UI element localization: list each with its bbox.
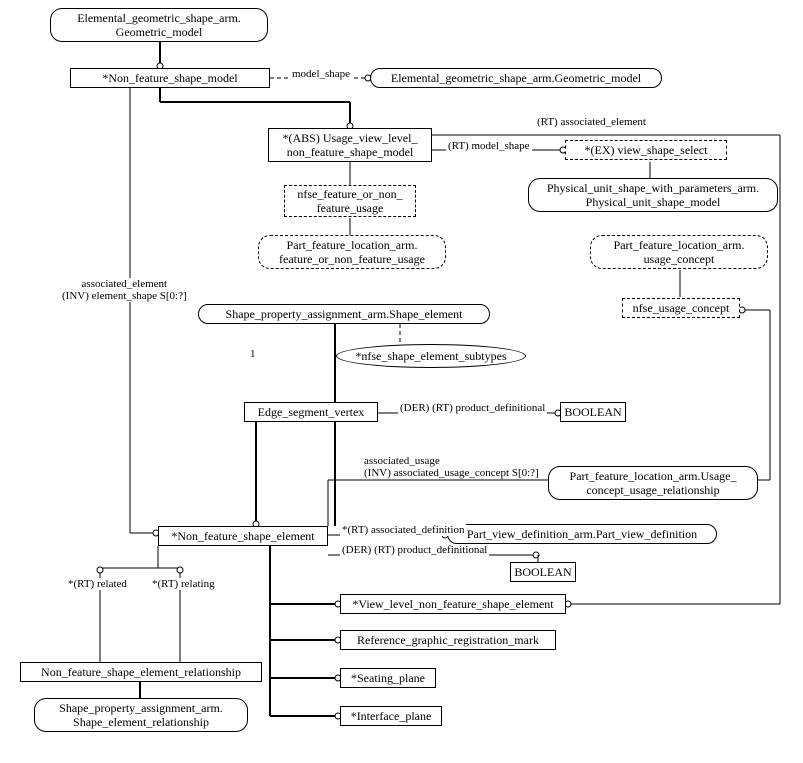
label: nfse_usage_concept xyxy=(633,301,730,315)
node-geometric-model-ref-right: Elemental_geometric_shape_arm.Geometric_… xyxy=(370,68,662,88)
label: Elemental_geometric_shape_arm. Geometric… xyxy=(57,11,261,40)
label: *(EX) view_shape_select xyxy=(585,143,708,157)
edge-label-der-rt-prod-def-2: (DER) (RT) product_definitional xyxy=(340,544,489,556)
node-shape-element-relationship: Shape_property_assignment_arm. Shape_ele… xyxy=(34,698,248,732)
node-feature-or-non-feature-usage: Part_feature_location_arm. feature_or_no… xyxy=(258,235,446,269)
node-non-feature-shape-model: *Non_feature_shape_model xyxy=(70,68,270,88)
label: *Non_feature_shape_element xyxy=(171,529,314,543)
edge-label-rt-assoc-elem: (RT) associated_element xyxy=(535,116,648,128)
node-boolean-1: BOOLEAN xyxy=(560,402,626,422)
label: Non_feature_shape_element_relationship xyxy=(41,665,241,679)
label: Part_view_definition_arm.Part_view_defin… xyxy=(467,527,697,541)
node-physical-unit-shape: Physical_unit_shape_with_parameters_arm.… xyxy=(528,178,778,212)
node-seating-plane: *Seating_plane xyxy=(340,668,436,688)
label: *Interface_plane xyxy=(351,709,432,723)
node-part-view-definition: Part_view_definition_arm.Part_view_defin… xyxy=(447,524,717,544)
node-shape-element: Shape_property_assignment_arm.Shape_elem… xyxy=(198,304,490,324)
edge-label-rt-model-shape: (RT) model_shape xyxy=(446,140,532,152)
label: *View_level_non_feature_shape_element xyxy=(352,597,553,611)
edge-label-der-rt-prod-def-1: (DER) (RT) product_definitional xyxy=(398,402,547,414)
edge-label-assoc-usage: associated_usage (INV) associated_usage_… xyxy=(362,455,541,479)
label: Elemental_geometric_shape_arm.Geometric_… xyxy=(391,71,641,85)
node-usage-concept: Part_feature_location_arm. usage_concept xyxy=(590,235,768,269)
label: Reference_graphic_registration_mark xyxy=(357,633,539,647)
node-ref-graphic-mark: Reference_graphic_registration_mark xyxy=(340,630,556,650)
label: BOOLEAN xyxy=(514,565,571,579)
node-interface-plane: *Interface_plane xyxy=(340,706,442,726)
node-nfse-subtypes: *nfse_shape_element_subtypes xyxy=(336,344,526,368)
label: nfse_feature_or_non_ feature_usage xyxy=(291,187,409,216)
label: *(ABS) Usage_view_level_ non_feature_sha… xyxy=(275,131,425,160)
label: Edge_segment_vertex xyxy=(258,405,365,419)
node-usage-view-level: *(ABS) Usage_view_level_ non_feature_sha… xyxy=(268,128,432,162)
label: Shape_property_assignment_arm.Shape_elem… xyxy=(226,307,463,321)
node-edge-segment-vertex: Edge_segment_vertex xyxy=(244,402,378,422)
label: *nfse_shape_element_subtypes xyxy=(355,349,506,363)
edge-label-rt-related: *(RT) related xyxy=(66,578,129,590)
edge-label-rt-relating: *(RT) relating xyxy=(150,578,217,590)
node-view-shape-select: *(EX) view_shape_select xyxy=(565,140,727,160)
node-non-feature-shape-element: *Non_feature_shape_element xyxy=(158,526,328,546)
node-view-level-nfse: *View_level_non_feature_shape_element xyxy=(340,594,566,614)
node-usage-concept-relationship: Part_feature_location_arm.Usage_ concept… xyxy=(548,466,758,500)
node-geometric-model-ref-top: Elemental_geometric_shape_arm. Geometric… xyxy=(50,8,268,42)
label: BOOLEAN xyxy=(564,405,621,419)
edge-label-model-shape: model_shape xyxy=(290,68,352,80)
edge-label-assoc-elem-inv: associated_element (INV) element_shape S… xyxy=(60,278,189,302)
label: Part_feature_location_arm. feature_or_no… xyxy=(265,238,439,267)
label: *Non_feature_shape_model xyxy=(102,71,237,85)
node-nfse-relationship: Non_feature_shape_element_relationship xyxy=(20,662,262,682)
node-nfse-feature-usage: nfse_feature_or_non_ feature_usage xyxy=(284,185,416,217)
edge-label-rt-assoc-def: *(RT) associated_definition xyxy=(340,524,466,536)
label: *Seating_plane xyxy=(351,671,425,685)
label: Shape_property_assignment_arm. Shape_ele… xyxy=(41,701,241,730)
edge-label-one: 1 xyxy=(248,348,258,360)
label: Physical_unit_shape_with_parameters_arm.… xyxy=(535,181,771,210)
node-nfse-usage-concept: nfse_usage_concept xyxy=(622,298,740,318)
label: Part_feature_location_arm.Usage_ concept… xyxy=(555,469,751,498)
node-boolean-2: BOOLEAN xyxy=(510,562,576,582)
label: Part_feature_location_arm. usage_concept xyxy=(597,238,761,267)
